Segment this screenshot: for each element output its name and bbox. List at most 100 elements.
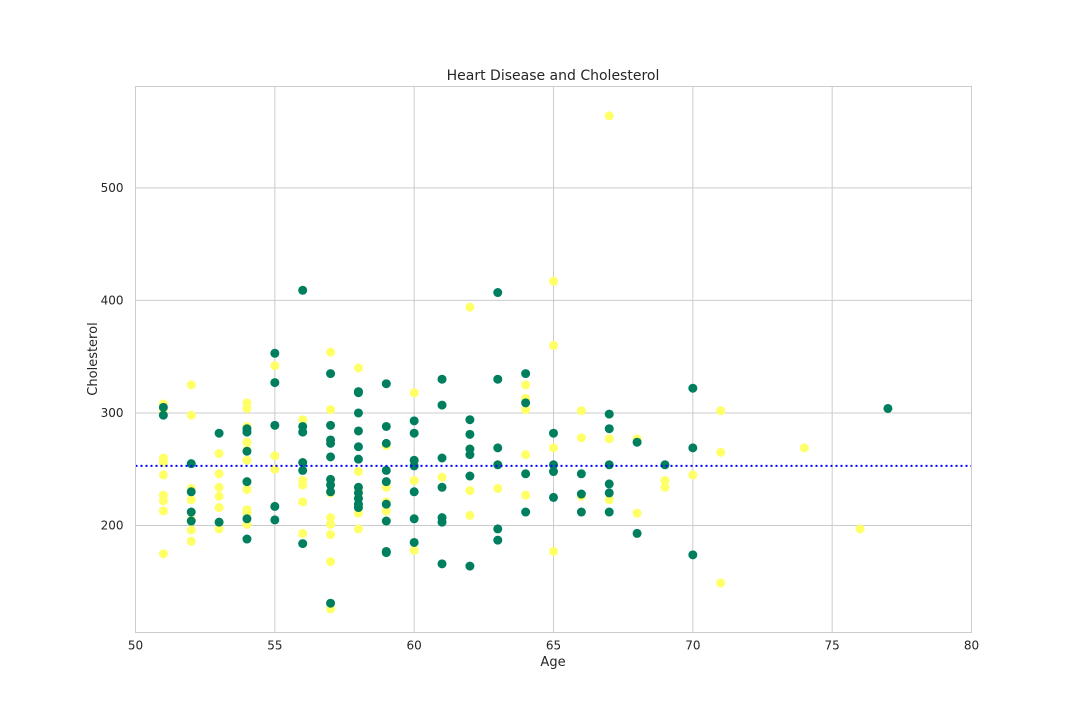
scatter-point bbox=[604, 111, 614, 121]
scatter-point bbox=[353, 454, 363, 464]
y-tick-label: 200 bbox=[101, 519, 124, 533]
scatter-point bbox=[298, 539, 308, 549]
scatter-point bbox=[214, 482, 224, 492]
scatter-point bbox=[576, 406, 586, 416]
scatter-point bbox=[353, 388, 363, 398]
scatter-point bbox=[493, 374, 503, 384]
scatter-point bbox=[214, 469, 224, 479]
scatter-point bbox=[521, 450, 531, 460]
x-tick-label: 65 bbox=[546, 639, 561, 653]
plot-frame bbox=[135, 86, 972, 633]
scatter-point bbox=[604, 495, 614, 505]
scatter-point bbox=[242, 455, 252, 465]
scatter-point bbox=[158, 402, 168, 412]
scatter-point bbox=[381, 421, 391, 431]
scatter-point bbox=[604, 434, 614, 444]
scatter-point bbox=[381, 465, 391, 475]
x-tick-label: 55 bbox=[267, 639, 282, 653]
scatter-point bbox=[326, 405, 336, 415]
scatter-point bbox=[799, 443, 809, 453]
scatter-point bbox=[381, 516, 391, 526]
scatter-point bbox=[660, 460, 670, 470]
scatter-point bbox=[660, 476, 670, 486]
y-tick-label: 400 bbox=[101, 293, 124, 307]
scatter-point bbox=[576, 469, 586, 479]
scatter-point bbox=[298, 465, 308, 475]
scatter-point bbox=[242, 437, 252, 447]
scatter-point bbox=[242, 485, 252, 495]
scatter-point bbox=[660, 482, 670, 492]
scatter-point bbox=[353, 467, 363, 477]
scatter-point bbox=[186, 536, 196, 546]
scatter-point bbox=[465, 561, 475, 571]
scatter-point bbox=[326, 598, 336, 608]
scatter-point bbox=[326, 347, 336, 357]
scatter-point bbox=[186, 459, 196, 469]
scatter-point bbox=[298, 458, 308, 468]
scatter-point bbox=[158, 549, 168, 559]
scatter-point bbox=[242, 514, 252, 524]
x-tick-label: 60 bbox=[407, 639, 422, 653]
x-axis-label: Age bbox=[540, 655, 565, 670]
scatter-point bbox=[493, 288, 503, 298]
scatter-point bbox=[298, 415, 308, 425]
scatter-point bbox=[381, 548, 391, 558]
scatter-point bbox=[214, 449, 224, 459]
scatter-point bbox=[521, 490, 531, 500]
scatter-point bbox=[688, 470, 698, 480]
scatter-point bbox=[214, 491, 224, 501]
scatter-point bbox=[326, 452, 336, 462]
scatter-point bbox=[381, 477, 391, 487]
scatter-point bbox=[576, 489, 586, 499]
scatter-point bbox=[353, 408, 363, 418]
scatter-point bbox=[437, 472, 447, 482]
scatter-point bbox=[381, 379, 391, 389]
scatter-point bbox=[242, 477, 252, 487]
scatter-point bbox=[326, 513, 336, 523]
scatter-point bbox=[186, 507, 196, 517]
scatter-point bbox=[186, 410, 196, 420]
y-tick-label: 500 bbox=[101, 181, 124, 195]
scatter-point bbox=[409, 416, 419, 426]
scatter-point bbox=[604, 409, 614, 419]
scatter-point bbox=[214, 503, 224, 513]
scatter-point bbox=[326, 519, 336, 529]
scatter-point bbox=[158, 496, 168, 506]
scatter-point bbox=[521, 507, 531, 517]
scatter-point bbox=[716, 578, 726, 588]
scatter-point bbox=[158, 458, 168, 468]
scatter-point bbox=[604, 424, 614, 434]
scatter-point bbox=[326, 530, 336, 540]
scatter-point bbox=[604, 460, 614, 470]
scatter-point bbox=[242, 403, 252, 413]
scatter-point bbox=[437, 453, 447, 463]
scatter-point bbox=[158, 506, 168, 516]
scatter-point bbox=[298, 427, 308, 437]
x-tick-label: 75 bbox=[825, 639, 840, 653]
scatter-point bbox=[326, 487, 336, 497]
scatter-point bbox=[353, 363, 363, 373]
scatter-point bbox=[353, 524, 363, 534]
scatter-point bbox=[214, 524, 224, 534]
scatter-point bbox=[409, 388, 419, 398]
scatter-point bbox=[465, 486, 475, 496]
scatter-point bbox=[549, 467, 558, 477]
scatter-point bbox=[521, 469, 531, 479]
scatter-point bbox=[242, 427, 252, 437]
grid-lines bbox=[135, 86, 972, 633]
scatter-point bbox=[214, 428, 224, 438]
scatter-point bbox=[381, 499, 391, 509]
scatter-point bbox=[465, 302, 475, 312]
scatter-point bbox=[521, 405, 531, 415]
scatter-point bbox=[298, 285, 308, 295]
scatter-point bbox=[158, 410, 168, 420]
scatter-point bbox=[409, 514, 419, 524]
scatter-point bbox=[326, 480, 336, 490]
scatter-point bbox=[270, 451, 280, 461]
scatter-point bbox=[186, 525, 196, 535]
scatter-point bbox=[298, 480, 308, 490]
scatter-point bbox=[409, 487, 419, 497]
scatter-point bbox=[549, 460, 558, 470]
scatter-point bbox=[521, 398, 531, 408]
